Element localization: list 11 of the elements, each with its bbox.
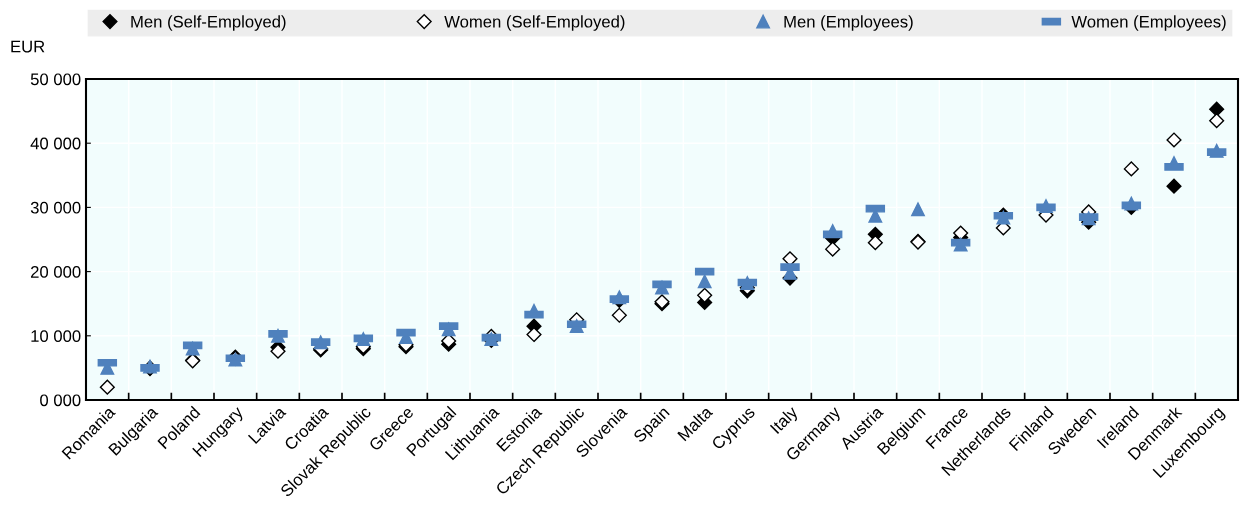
y-axis-title: EUR (11, 40, 45, 53)
y-tick-label: 30 000 (30, 201, 81, 214)
legend-label: Men (Employees) (784, 15, 913, 31)
legend-label: Men (Self-Employed) (131, 15, 286, 31)
y-tick-label: 50 000 (30, 73, 81, 86)
y-tick-label: 20 000 (31, 266, 81, 278)
y-tick-label: 0 000 (40, 394, 81, 407)
y-tick-label: 40 000 (30, 137, 81, 150)
y-tick-label: 10 000 (31, 330, 81, 342)
legend-label: Women (Self-Employed) (444, 15, 625, 31)
legend-label: Women (Employees) (1071, 15, 1226, 31)
